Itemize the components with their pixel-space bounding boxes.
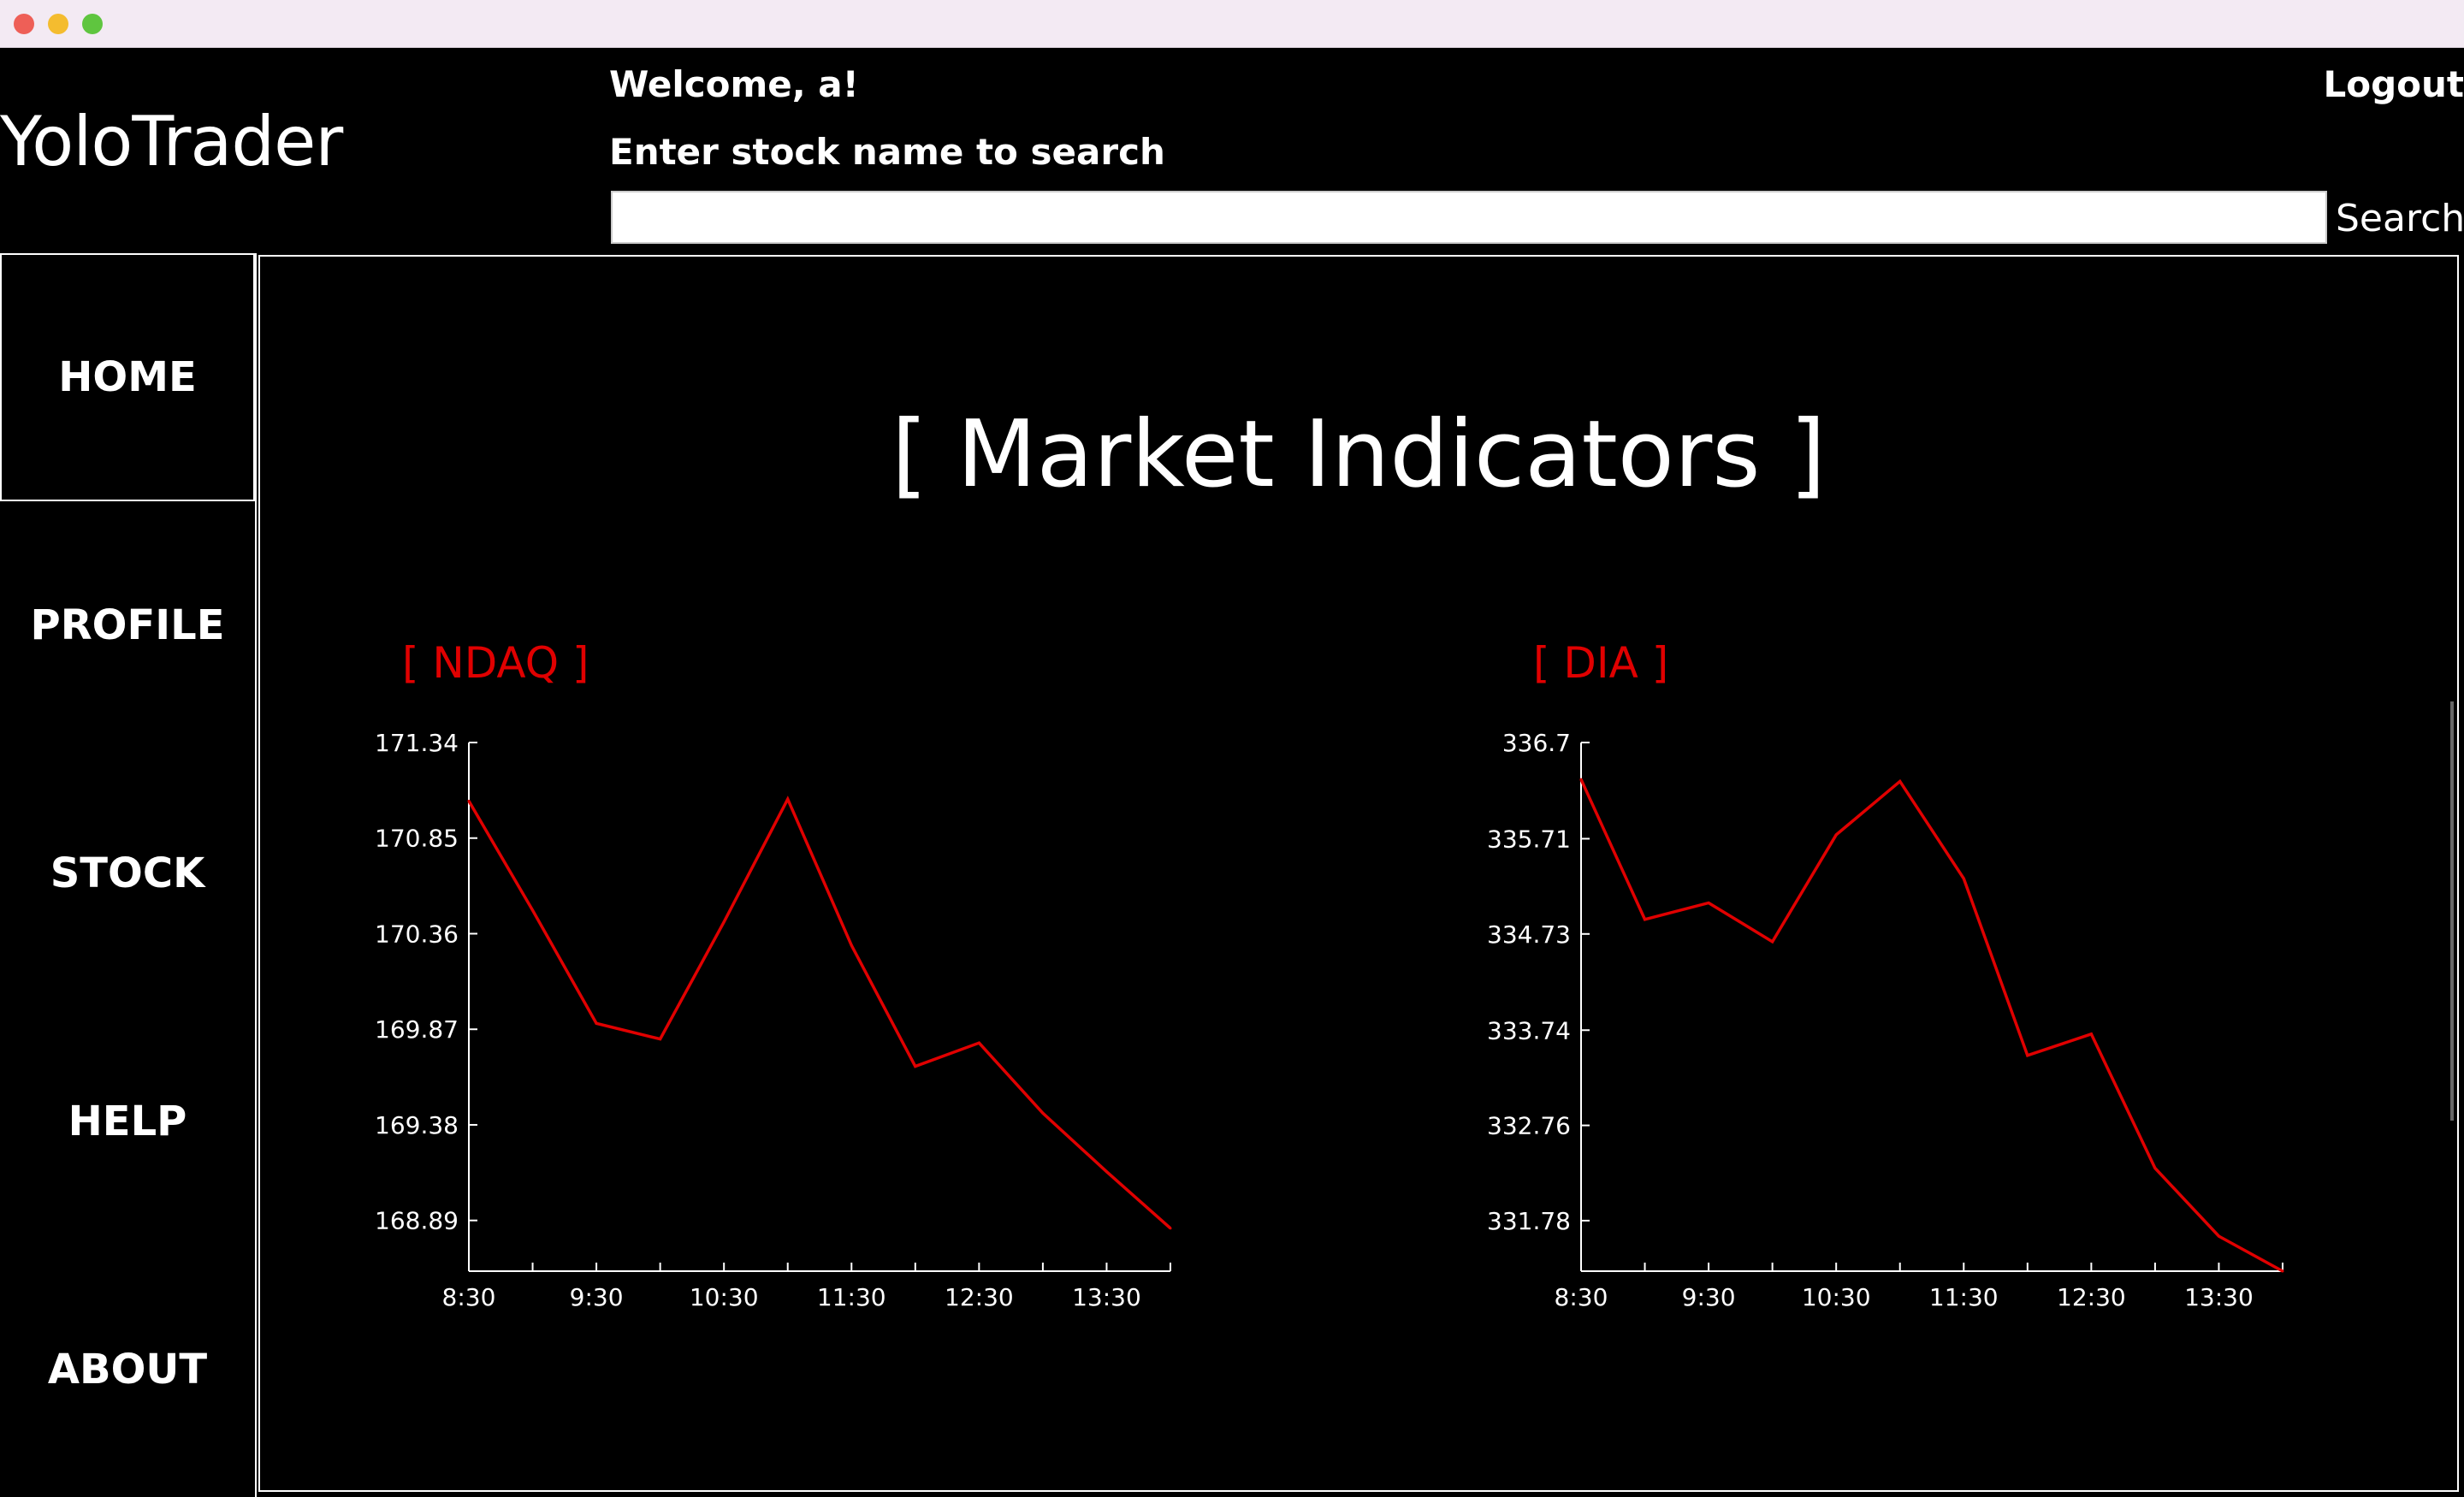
search-label: Enter stock name to search — [609, 131, 1165, 173]
logout-button[interactable]: Logout — [2323, 63, 2464, 105]
window-titlebar — [0, 0, 2464, 48]
data-point — [595, 1021, 598, 1025]
x-tick-label: 11:30 — [817, 1283, 886, 1311]
data-point — [2217, 1234, 2220, 1238]
page-title: [ Market Indicators ] — [891, 401, 1827, 508]
data-point — [786, 797, 790, 801]
y-tick-label: 169.38 — [375, 1111, 459, 1139]
vertical-scrollbar[interactable] — [2450, 701, 2454, 1121]
x-tick-label: 9:30 — [570, 1283, 624, 1311]
y-tick-label: 332.76 — [1487, 1112, 1571, 1140]
minimize-window-button[interactable] — [48, 14, 68, 34]
sidebar-item-help[interactable]: HELP — [68, 1098, 187, 1145]
ndaq-line-chart: 171.34 170.85 170.36 169.87 169.38 168.89 8:30… — [375, 729, 1172, 1311]
y-tick-label: 168.89 — [375, 1207, 459, 1235]
y-tick-label: 333.74 — [1487, 1016, 1571, 1044]
data-point — [914, 1065, 917, 1068]
sidebar-item-profile[interactable]: PROFILE — [30, 601, 225, 649]
series-line — [467, 796, 1172, 1230]
data-point — [1579, 778, 1583, 781]
data-point — [1707, 901, 1710, 904]
x-tick-label: 13:30 — [2184, 1283, 2254, 1311]
data-point — [1644, 918, 1647, 921]
x-tick-label: 11:30 — [1929, 1283, 1999, 1311]
x-tick-label: 9:30 — [1682, 1283, 1736, 1311]
data-point — [2281, 1269, 2284, 1273]
data-point — [2026, 1054, 2029, 1057]
sidebar-item-home[interactable]: HOME — [0, 253, 255, 501]
y-tick-label: 170.85 — [375, 825, 459, 853]
y-tick-label: 336.7 — [1502, 729, 1571, 757]
data-point — [659, 1038, 662, 1041]
data-point — [1898, 779, 1902, 783]
brand-logo: YoloTrader — [0, 102, 343, 181]
data-point — [1962, 877, 1965, 880]
data-point — [1105, 1170, 1108, 1174]
sidebar-item-stock[interactable]: STOCK — [50, 849, 205, 897]
y-tick-label: 169.87 — [375, 1015, 459, 1044]
data-point — [722, 920, 726, 924]
y-tick-label: 335.71 — [1487, 825, 1571, 853]
main-content-panel: [ Market Indicators ] [ NDAQ ] 171.34 170… — [258, 255, 2459, 1492]
data-point — [2089, 1033, 2093, 1036]
x-tick-label: 12:30 — [945, 1283, 1014, 1311]
y-tick-label: 334.73 — [1487, 920, 1571, 949]
y-tick-label: 171.34 — [375, 729, 459, 757]
x-tick-label: 10:30 — [1802, 1283, 1871, 1311]
x-tick-label: 8:30 — [442, 1283, 496, 1311]
data-point — [467, 799, 471, 802]
x-tick-label: 13:30 — [1072, 1283, 1141, 1311]
maximize-window-button[interactable] — [82, 14, 103, 34]
data-point — [850, 944, 853, 947]
data-point — [977, 1041, 980, 1044]
x-tick-label: 8:30 — [1555, 1283, 1608, 1311]
app-window: YoloTrader Welcome, a! Logout Enter stoc… — [0, 48, 2464, 1497]
x-tick-label: 12:30 — [2057, 1283, 2126, 1311]
chart-title-dia: [ DIA ] — [1533, 638, 1669, 688]
y-tick-label: 170.36 — [375, 920, 459, 948]
data-point — [2153, 1167, 2157, 1170]
close-window-button[interactable] — [14, 14, 34, 34]
data-point — [531, 908, 535, 912]
x-tick-label: 10:30 — [690, 1283, 759, 1311]
dia-line-chart: 336.7 335.71 334.73 333.74 332.76 331.78 8:30 9… — [1487, 729, 2284, 1311]
data-point — [1834, 833, 1838, 837]
y-tick-label: 331.78 — [1487, 1207, 1571, 1235]
sidebar-nav: HOME PROFILE STOCK HELP ABOUT — [0, 253, 257, 1497]
data-point — [1771, 940, 1774, 944]
chart-title-ndaq: [ NDAQ ] — [402, 638, 589, 688]
sidebar-item-about[interactable]: ABOUT — [47, 1346, 208, 1393]
welcome-message: Welcome, a! — [609, 63, 859, 105]
search-input[interactable] — [611, 191, 2327, 244]
data-point — [1169, 1227, 1172, 1230]
data-point — [1041, 1111, 1045, 1115]
series-line — [1579, 778, 2283, 1273]
search-button[interactable]: Search — [2332, 192, 2464, 245]
